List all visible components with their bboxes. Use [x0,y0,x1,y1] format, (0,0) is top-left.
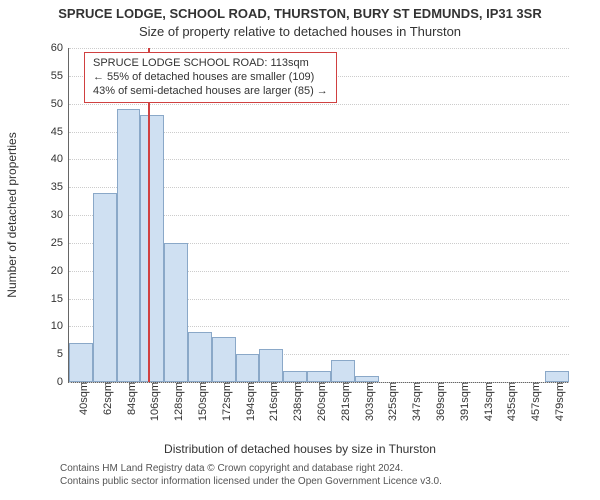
y-tick-label: 45 [51,126,69,138]
gridline [69,104,569,105]
y-axis-label: Number of detached properties [5,132,19,297]
y-tick-label: 15 [51,293,69,305]
x-tick-label: 347sqm [405,382,423,421]
footer-line: Contains HM Land Registry data © Crown c… [60,462,442,475]
x-tick-label: 260sqm [310,382,328,421]
y-tick-label: 0 [57,376,69,388]
x-tick-label: 84sqm [120,382,138,415]
histogram-bar [140,115,164,382]
x-tick-label: 62sqm [96,382,114,415]
histogram-bar [283,371,307,382]
y-tick-label: 40 [51,153,69,165]
x-tick-label: 106sqm [143,382,161,421]
x-tick-label: 369sqm [429,382,447,421]
x-tick-label: 435sqm [500,382,518,421]
histogram-bar [307,371,331,382]
y-tick-label: 10 [51,320,69,332]
chart-container: { "header": { "title": "SPRUCE LODGE, SC… [0,0,600,500]
x-tick-label: 172sqm [215,382,233,421]
x-tick-label: 479sqm [548,382,566,421]
x-tick-label: 325sqm [381,382,399,421]
y-tick-label: 20 [51,265,69,277]
annotation-box: SPRUCE LODGE SCHOOL ROAD: 113sqm ← 55% o… [84,52,337,103]
x-axis-label: Distribution of detached houses by size … [0,442,600,456]
x-tick-label: 216sqm [262,382,280,421]
y-tick-label: 35 [51,181,69,193]
histogram-bar [212,337,236,382]
x-tick-label: 281sqm [334,382,352,421]
y-tick-label: 60 [51,42,69,54]
y-tick-label: 50 [51,98,69,110]
x-tick-label: 391sqm [453,382,471,421]
annotation-line: 43% of semi-detached houses are larger (… [93,85,328,99]
histogram-bar [236,354,260,382]
x-tick-label: 194sqm [239,382,257,421]
histogram-bar [69,343,93,382]
y-tick-label: 30 [51,209,69,221]
x-tick-label: 128sqm [167,382,185,421]
annotation-line: ← 55% of detached houses are smaller (10… [93,71,328,85]
footer-attribution: Contains HM Land Registry data © Crown c… [60,462,442,488]
chart-title: SPRUCE LODGE, SCHOOL ROAD, THURSTON, BUR… [0,6,600,21]
y-tick-label: 25 [51,237,69,249]
y-tick-label: 55 [51,70,69,82]
histogram-bar [545,371,569,382]
x-tick-label: 150sqm [191,382,209,421]
histogram-bar [93,193,117,382]
footer-line: Contains public sector information licen… [60,475,442,488]
annotation-line: SPRUCE LODGE SCHOOL ROAD: 113sqm [93,57,328,71]
histogram-bar [259,349,283,382]
x-tick-label: 303sqm [358,382,376,421]
x-tick-label: 238sqm [286,382,304,421]
gridline [69,48,569,49]
histogram-bar [188,332,212,382]
x-tick-label: 40sqm [72,382,90,415]
y-tick-label: 5 [57,348,69,360]
histogram-bar [117,109,141,382]
histogram-bar [331,360,355,382]
x-tick-label: 413sqm [477,382,495,421]
histogram-bar [164,243,188,382]
chart-subtitle: Size of property relative to detached ho… [0,24,600,39]
x-tick-label: 457sqm [524,382,542,421]
